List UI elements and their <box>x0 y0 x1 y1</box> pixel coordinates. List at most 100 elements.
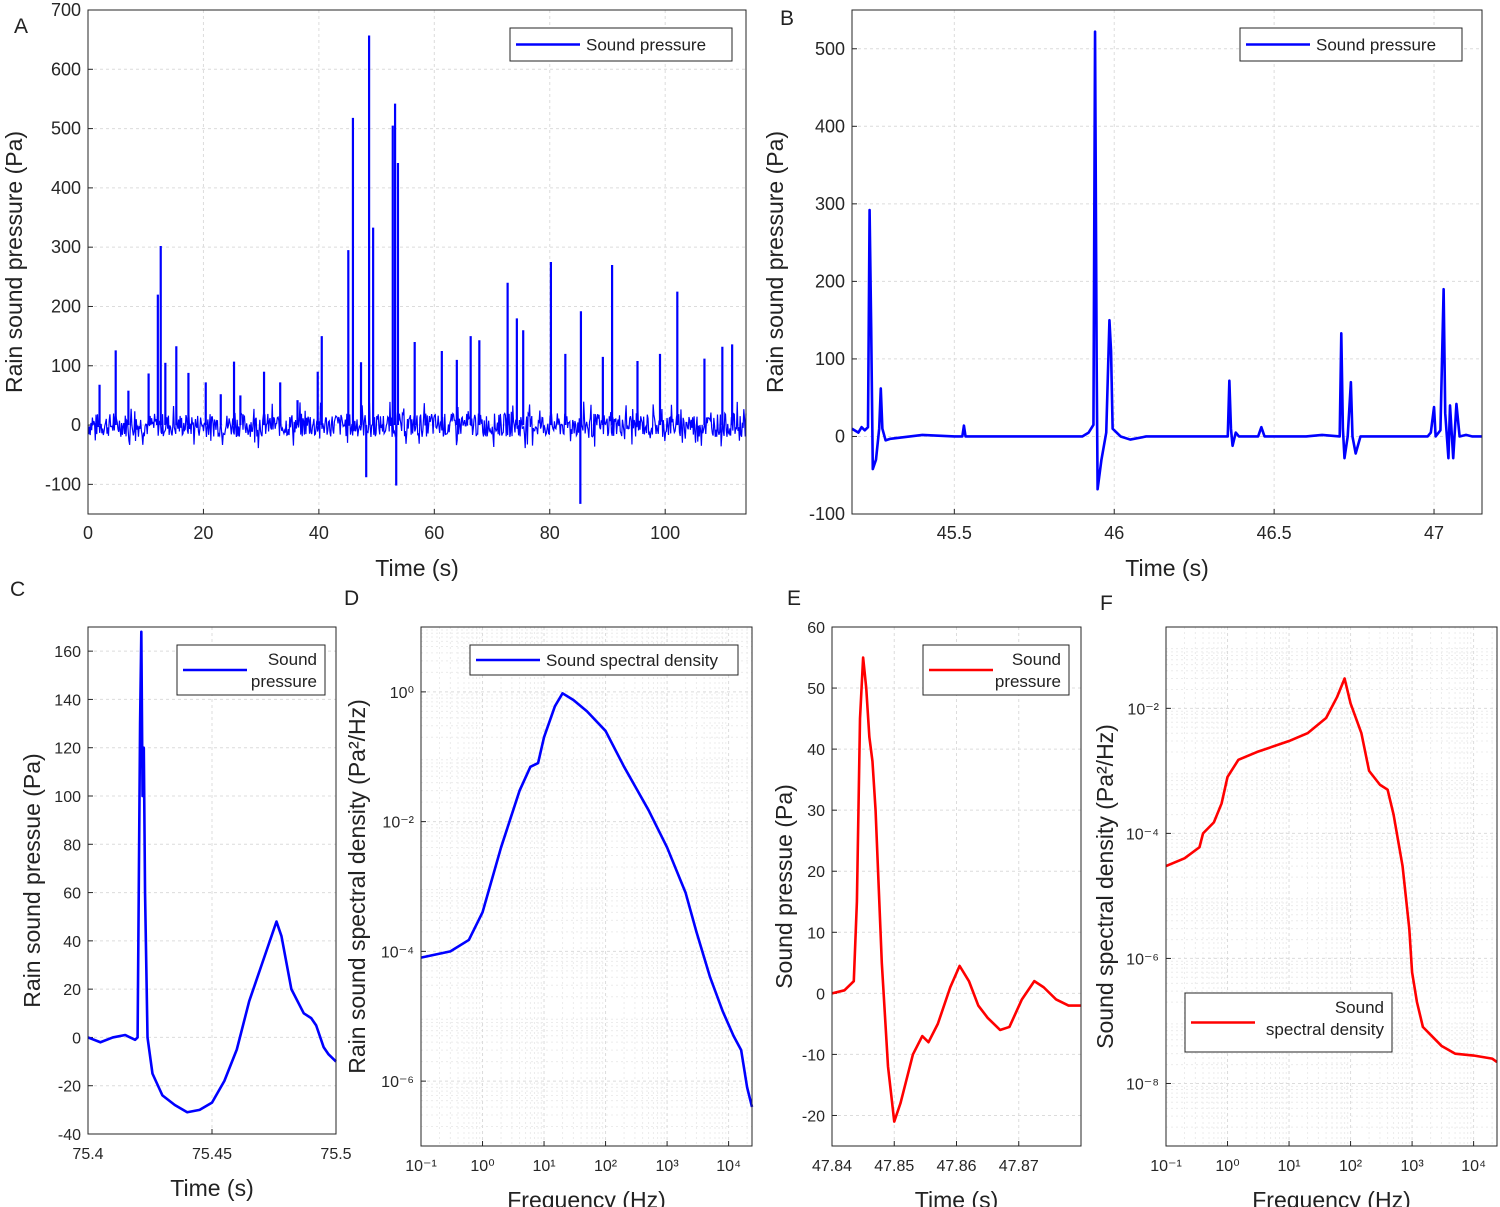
y-axis-label: Sound spectral density (Pa²/Hz) <box>1092 724 1118 1049</box>
x-tick-label: 47.87 <box>999 1158 1039 1175</box>
y-tick-label: 100 <box>54 789 81 806</box>
y-tick-label: 160 <box>54 644 81 661</box>
y-tick-label: 0 <box>816 986 825 1003</box>
y-tick-label: -40 <box>58 1127 81 1144</box>
x-tick-label: 40 <box>309 523 329 543</box>
plot-frame <box>420 626 753 1147</box>
panel-letter-a: A <box>14 15 28 38</box>
plot-frame <box>87 626 337 1135</box>
chart-panel-e: 47.84 47.85 47.86 47.87 -20 -10 0 10 20 30 40 50 60 S… <box>771 620 1082 1207</box>
x-tick-label: 47 <box>1424 523 1444 543</box>
y-tick-label: 40 <box>63 934 81 951</box>
y-tick-label: 0 <box>71 415 81 435</box>
x-axis-label: Time (s) <box>170 1175 253 1201</box>
series-line <box>87 630 337 1114</box>
legend-label: pressure <box>995 672 1061 691</box>
panel-letter-b: B <box>780 7 794 30</box>
panel-letter-d: D <box>344 587 359 610</box>
y-tick-label: 140 <box>54 692 81 709</box>
x-tick-label: 10³ <box>1401 1158 1425 1175</box>
x-tick-label: 20 <box>193 523 213 543</box>
y-tick-label: 50 <box>807 681 825 698</box>
y-tick-label: 100 <box>51 356 81 376</box>
y-tick-label: 20 <box>807 864 825 881</box>
y-tick-label: 10⁻⁸ <box>1126 1076 1159 1093</box>
x-tick-label: 46 <box>1104 523 1124 543</box>
x-tick-label: 10⁻¹ <box>1150 1158 1182 1175</box>
legend-label: Sound pressure <box>1316 36 1436 55</box>
y-tick-label: 10⁻⁶ <box>1126 951 1159 968</box>
series-line <box>420 692 754 1108</box>
y-tick-label: 10⁰ <box>390 685 414 702</box>
y-tick-label: 10⁻⁴ <box>381 944 414 961</box>
y-axis-label: Rain sound pressue (Pa) <box>19 753 45 1007</box>
y-tick-label: 0 <box>835 426 845 446</box>
x-tick-label: 47.86 <box>936 1158 976 1175</box>
series-noise <box>87 401 747 449</box>
y-tick-label: 80 <box>63 837 81 854</box>
legend-label: spectral density <box>1266 1020 1385 1039</box>
x-tick-label: 46.5 <box>1257 523 1292 543</box>
x-tick-label: 10² <box>594 1158 618 1175</box>
legend-label: Sound <box>1012 650 1061 669</box>
x-tick-label: 10¹ <box>1277 1158 1300 1175</box>
x-tick-label: 100 <box>650 523 680 543</box>
y-tick-label: -20 <box>802 1108 825 1125</box>
legend-label: Sound <box>1335 998 1384 1017</box>
plot-frame <box>831 626 1082 1147</box>
panel-letter-c: C <box>10 578 25 601</box>
legend-box <box>509 27 733 62</box>
series-line <box>831 656 1081 1123</box>
y-tick-label: 10⁻⁶ <box>381 1074 414 1091</box>
y-tick-label: 400 <box>815 116 845 136</box>
y-tick-label: -100 <box>45 474 81 494</box>
chart-panel-c: 75.4 75.45 75.5 -40 -20 0 20 40 60 80 100 120 140 160… <box>19 626 352 1201</box>
y-tick-label: 300 <box>815 194 845 214</box>
x-tick-label: 10³ <box>656 1158 680 1175</box>
chart-panel-d: 10⁻¹ 10⁰ 10¹ 10² 10³ 10⁴ 10⁻⁶ 10⁻⁴ 10⁻² 10⁰ Sound … <box>344 626 754 1207</box>
y-axis-label: Rain sound pressure (Pa) <box>762 131 788 393</box>
y-tick-label: 0 <box>72 1030 81 1047</box>
y-tick-label: 40 <box>807 742 825 759</box>
x-axis-label: Frequency (Hz) <box>507 1187 665 1207</box>
x-tick-label: 0 <box>83 523 93 543</box>
y-tick-label: 200 <box>815 271 845 291</box>
plot-frame <box>851 9 1483 515</box>
y-tick-label: 30 <box>807 803 825 820</box>
plot-frame <box>1165 626 1498 1147</box>
y-tick-label: 500 <box>815 39 845 59</box>
x-tick-label: 47.85 <box>874 1158 914 1175</box>
x-tick-label: 10² <box>1339 1158 1363 1175</box>
panel-letter-f: F <box>1100 592 1113 615</box>
y-tick-label: 200 <box>51 296 81 316</box>
chart-panel-b: 45.5 46 46.5 47 -100 0 100 200 300 400 500 Sound pr… <box>762 9 1483 581</box>
y-tick-label: 10⁻² <box>1127 701 1159 718</box>
y-tick-label: 60 <box>63 886 81 903</box>
x-axis-label: Frequency (Hz) <box>1252 1187 1410 1207</box>
legend-label: Sound pressure <box>586 36 706 55</box>
y-tick-label: 10 <box>807 925 825 942</box>
x-tick-label: 45.5 <box>937 523 972 543</box>
y-tick-label: 500 <box>51 119 81 139</box>
y-tick-label: -10 <box>802 1047 825 1064</box>
x-tick-label: 60 <box>424 523 444 543</box>
x-tick-label: 10⁰ <box>470 1158 494 1175</box>
x-tick-label: 10⁴ <box>716 1158 741 1175</box>
y-tick-label: 20 <box>63 982 81 999</box>
x-tick-label: 47.84 <box>812 1158 852 1175</box>
y-tick-label: -20 <box>58 1079 81 1096</box>
y-tick-label: 120 <box>54 741 81 758</box>
x-tick-label: 75.4 <box>72 1146 103 1163</box>
x-axis-label: Time (s) <box>375 555 458 581</box>
y-tick-label: 700 <box>51 0 81 20</box>
x-tick-label: 10⁰ <box>1215 1158 1239 1175</box>
x-axis-label: Time (s) <box>1125 555 1208 581</box>
legend-label: Sound <box>268 650 317 669</box>
series-line <box>1165 677 1498 1064</box>
y-axis-label: Rain sound spectral density (Pa²/Hz) <box>344 699 370 1074</box>
x-tick-label: 10⁴ <box>1461 1158 1486 1175</box>
y-tick-label: 60 <box>807 620 825 637</box>
legend-label: pressure <box>251 672 317 691</box>
